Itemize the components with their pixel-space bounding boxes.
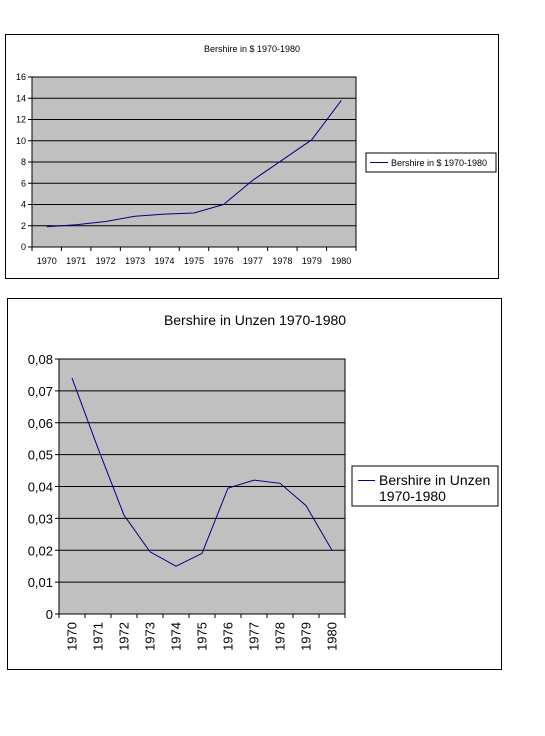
y-tick-label: 0: [21, 242, 26, 252]
y-tick-label: 4: [21, 200, 26, 210]
x-tick-label: 1976: [221, 622, 236, 651]
chart-dollars-svg: Bershire in $ 1970-1980 0 2 4 6 8 10 12 14 16 197…: [16, 44, 497, 266]
x-tick-label: 1971: [66, 256, 86, 266]
x-tick-label: 1979: [299, 622, 314, 651]
x-tick-label: 1976: [213, 256, 233, 266]
chart-ounces-svg: Bershire in Unzen 1970-1980 0 0,01 0,02 0,0…: [28, 312, 499, 651]
x-tick-label: 1971: [91, 622, 106, 651]
x-tick-label: 1978: [273, 622, 288, 651]
y-tick-label: 10: [16, 136, 26, 146]
x-tick-label: 1973: [143, 622, 158, 651]
x-tick-label: 1972: [117, 622, 132, 651]
y-tick-label: 0,01: [28, 575, 53, 590]
x-tick-label: 1970: [65, 622, 80, 651]
y-tick-label: 0,03: [28, 511, 53, 526]
x-tick-label: 1977: [243, 256, 263, 266]
y-tick-label: 0,05: [28, 448, 53, 463]
x-tick-label: 1972: [96, 256, 116, 266]
y-tick-label: 0,06: [28, 416, 53, 431]
series-line: [71, 377, 333, 567]
x-tick-label: 1980: [331, 256, 351, 266]
legend-label: Bershire in $ 1970-1980: [391, 158, 487, 168]
x-tick-label: 1980: [325, 622, 340, 651]
y-tick-label: 0,04: [28, 480, 53, 495]
legend-label-line-1: Bershire in Unzen: [379, 472, 490, 488]
chart-title: Bershire in $ 1970-1980: [204, 44, 300, 54]
legend-label: Bershire in Unzen 1970-1980: [379, 472, 494, 504]
x-tick-label: 1978: [272, 256, 292, 266]
x-tick-label: 1970: [37, 256, 57, 266]
y-tick-label: 16: [16, 72, 26, 82]
y-tick-label: 8: [21, 157, 26, 167]
y-tick-label: 0: [46, 607, 53, 622]
legend-box: [351, 465, 499, 507]
x-tick-label: 1975: [195, 622, 210, 651]
legend: Bershire in $ 1970-1980: [365, 152, 497, 173]
series-line: [46, 100, 342, 228]
y-tick-label: 6: [21, 178, 26, 188]
chart-dollars: Bershire in $ 1970-1980 0 2 4 6 8 10 12 14 16 197…: [5, 34, 499, 279]
plot-area: 0 2 4 6 8 10 12 14 16 1970 1971 1972 1973 1974 1975 197…: [16, 72, 357, 266]
legend: Bershire in Unzen 1970-1980: [351, 465, 499, 507]
y-tick-label: 14: [16, 93, 26, 103]
y-tick-label: 12: [16, 115, 26, 125]
x-tick-label: 1979: [302, 256, 322, 266]
plot-area: 0 0,01 0,02 0,03 0,04 0,05 0,06 0,07 0,08 1970 197…: [28, 352, 346, 651]
x-tick-label: 1974: [155, 256, 175, 266]
y-tick-label: 0,07: [28, 384, 53, 399]
y-tick-label: 2: [21, 221, 26, 231]
x-tick-label: 1977: [247, 622, 262, 651]
x-tick-label: 1975: [184, 256, 204, 266]
legend-box: [365, 152, 497, 173]
y-tick-label: 0,02: [28, 543, 53, 558]
legend-label-line-2: 1970-1980: [379, 488, 446, 504]
x-tick-label: 1974: [169, 622, 184, 651]
chart-title: Bershire in Unzen 1970-1980: [164, 312, 346, 328]
y-tick-label: 0,08: [28, 352, 53, 367]
chart-ounces: Bershire in Unzen 1970-1980 0 0,01 0,02 0,0…: [7, 298, 502, 670]
x-tick-label: 1973: [125, 256, 145, 266]
